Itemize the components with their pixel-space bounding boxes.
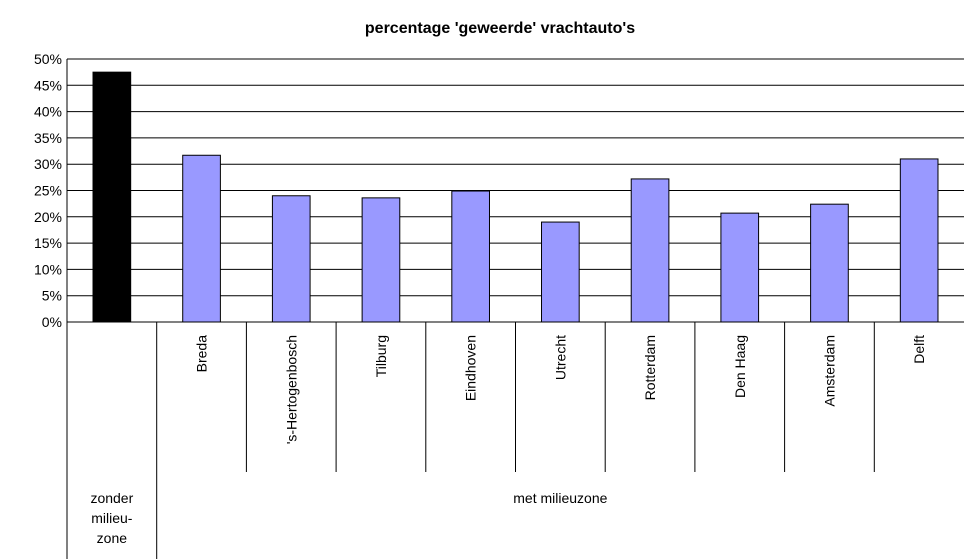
bar [810,203,849,323]
y-tick-label: 35% [34,130,62,146]
y-tick-label: 10% [34,261,62,277]
x-tick-label: Den Haag [732,335,748,398]
x-tick-label: Tilburg [373,335,389,377]
y-tick-label: 20% [34,209,62,225]
bar [899,158,939,323]
bar [630,178,670,323]
bar [271,195,311,323]
x-tick-label: Breda [194,335,210,373]
bar [541,221,580,323]
y-tick-label: 5% [42,288,62,304]
x-tick-label: Delft [911,335,927,364]
bar [720,212,760,323]
x-tick-label: 's-Hertogenbosch [283,335,299,444]
y-tick-label: 15% [34,235,62,251]
y-tick-label: 0% [42,314,62,330]
x-tick-label: Utrecht [552,335,568,380]
y-tick-label: 40% [34,104,62,120]
y-tick-label: 25% [34,183,62,199]
bar [361,197,401,323]
bar [92,71,132,323]
group-label: met milieuzone [513,490,608,506]
x-tick-label: Rotterdam [642,335,658,400]
x-tick-label: Eindhoven [463,335,479,401]
x-tick-label: Amsterdam [821,335,837,407]
group-label: zonder milieu-zone [90,490,134,546]
bar [451,190,490,323]
y-tick-label: 45% [34,77,62,93]
chart-title: percentage 'geweerde' vrachtauto's [365,20,635,37]
y-tick-label: 30% [34,156,62,172]
y-tick-label: 50% [34,51,62,67]
bar [182,154,221,323]
